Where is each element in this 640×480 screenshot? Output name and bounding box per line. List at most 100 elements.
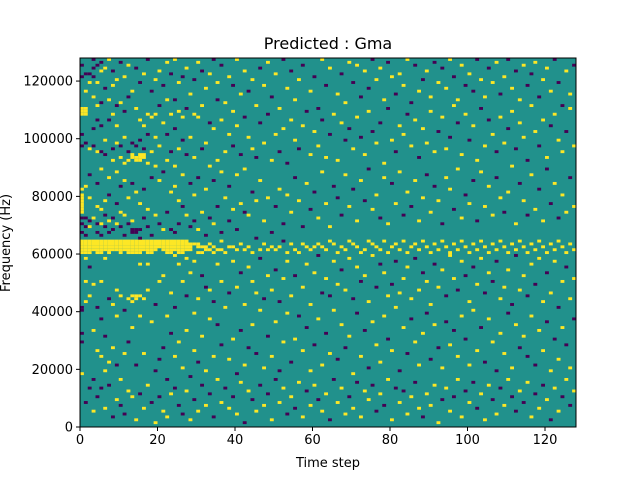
heatmap-cell [153,78,158,82]
heatmap-cell [366,239,371,243]
heatmap-cell [157,179,162,182]
heatmap-cell [235,58,239,61]
heatmap-cell [192,78,197,82]
heatmap-cell [262,403,266,407]
heatmap-cell [316,317,321,321]
heatmap-cell [297,314,301,318]
heatmap-cell [83,245,88,249]
heatmap-cell [87,245,92,249]
heatmap-cell [130,294,135,298]
heatmap-cell [107,219,111,223]
heatmap-cell [444,86,449,90]
heatmap-cell [145,58,150,61]
heatmap-cell [483,291,487,295]
heatmap-cell [506,58,511,61]
heatmap-cell [382,271,387,275]
heatmap-cell [258,121,263,125]
heatmap-cell [91,377,96,381]
heatmap-cell [161,121,166,125]
heatmap-cell [215,262,220,266]
heatmap-cell [180,205,185,208]
heatmap-cell [436,130,441,133]
heatmap-cell [432,150,437,154]
heatmap-cell [362,69,367,73]
heatmap-cell [525,294,530,298]
heatmap-cell [413,380,418,384]
heatmap-cell [262,242,266,246]
heatmap-cell [126,340,131,344]
heatmap-cell [564,343,569,347]
heatmap-cell [149,233,154,237]
heatmap-cell [250,323,255,327]
heatmap-cell [382,239,387,243]
heatmap-cell [145,248,150,252]
heatmap-cell [99,101,104,105]
heatmap-cell [533,248,538,252]
heatmap-cell [192,242,197,246]
heatmap-cell [95,104,100,108]
heatmap-cell [409,297,414,301]
heatmap-cell [300,349,305,353]
heatmap-cell [424,279,429,283]
heatmap-cell [118,251,123,255]
heatmap-cell [95,222,100,226]
heatmap-cell [87,248,92,252]
heatmap-cell [401,83,406,87]
heatmap-cell [142,242,146,246]
heatmap-cell [118,294,123,298]
heatmap-cell [134,228,139,231]
heatmap-cell [297,380,301,384]
heatmap-cell [134,230,139,234]
heatmap-cell [347,395,352,399]
heatmap-cell [227,184,232,188]
heatmap-cell [266,248,270,252]
y-tick-label: 40000 [32,305,73,320]
heatmap-cell [405,190,410,194]
heatmap-cell [320,291,325,295]
heatmap-cell [161,239,166,243]
heatmap-cell [80,239,84,243]
heatmap-cell [200,104,204,108]
heatmap-cell [297,199,301,203]
heatmap-cell [312,271,317,275]
heatmap-cell [242,210,247,214]
heatmap-cell [494,412,499,416]
heatmap-cell [277,150,282,154]
heatmap-cell [176,109,181,113]
heatmap-cell [320,245,325,249]
heatmap-cell [428,403,433,407]
heatmap-cell [355,63,359,67]
heatmap-cell [494,60,499,64]
heatmap-cell [304,389,309,393]
heatmap-cell [138,118,142,122]
heatmap-cell [564,69,569,73]
heatmap-cell [211,179,216,182]
heatmap-cell [331,112,336,116]
heatmap-cell [521,199,526,203]
heatmap-cell [304,109,309,113]
heatmap-cell [246,265,251,269]
heatmap-cell [413,242,418,246]
heatmap-cell [514,409,518,413]
heatmap-cell [432,323,437,327]
heatmap-cell [479,239,483,243]
heatmap-cell [413,256,418,260]
heatmap-cell [196,360,201,364]
heatmap-cell [138,314,142,318]
heatmap-cell [552,386,557,390]
heatmap-cell [227,291,232,295]
heatmap-cell [83,184,88,188]
heatmap-cell [173,127,177,131]
heatmap-cell [560,326,565,329]
heatmap-cell [370,207,375,211]
heatmap-cell [126,222,131,226]
heatmap-cell [238,202,243,206]
heatmap-cell [80,75,84,79]
heatmap-cell [374,141,379,145]
heatmap-cell [564,377,569,381]
heatmap-cell [467,202,472,206]
heatmap-cell [169,331,173,335]
heatmap-cell [103,86,108,90]
heatmap-cell [506,377,511,381]
heatmap-cell [560,279,565,283]
